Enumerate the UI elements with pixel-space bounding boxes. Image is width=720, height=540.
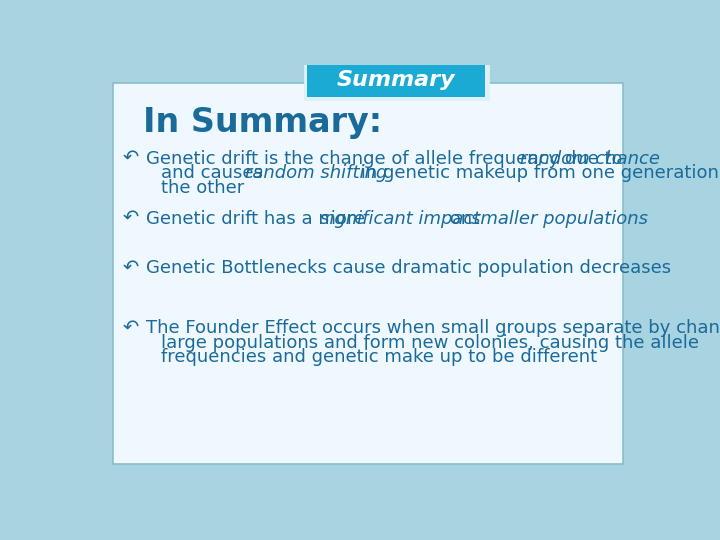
Text: In Summary:: In Summary: <box>143 106 382 139</box>
Text: significant impact: significant impact <box>320 210 480 227</box>
Text: and causes: and causes <box>161 164 269 182</box>
Text: in genetic makeup from one generation to: in genetic makeup from one generation to <box>355 164 720 182</box>
Text: ↶: ↶ <box>122 318 139 336</box>
Text: frequencies and genetic make up to be different: frequencies and genetic make up to be di… <box>161 348 598 366</box>
Text: Genetic drift has a more: Genetic drift has a more <box>145 210 371 227</box>
Text: ↶: ↶ <box>122 208 139 227</box>
Text: the other: the other <box>161 179 245 197</box>
FancyBboxPatch shape <box>305 61 487 99</box>
Text: on: on <box>444 210 478 227</box>
Text: The Founder Effect occurs when small groups separate by chance from: The Founder Effect occurs when small gro… <box>145 319 720 337</box>
Text: random chance: random chance <box>520 150 660 167</box>
Text: large populations and form new colonies, causing the allele: large populations and form new colonies,… <box>161 334 699 352</box>
Text: ↶: ↶ <box>122 257 139 276</box>
FancyBboxPatch shape <box>307 63 485 97</box>
Text: Genetic Bottlenecks cause dramatic population decreases: Genetic Bottlenecks cause dramatic popul… <box>145 259 671 277</box>
Text: random shifting: random shifting <box>245 164 387 182</box>
FancyBboxPatch shape <box>113 83 624 464</box>
Text: Genetic drift is the change of allele frequency due to: Genetic drift is the change of allele fr… <box>145 150 628 167</box>
Text: ↶: ↶ <box>122 148 139 167</box>
Text: Summary: Summary <box>337 70 456 90</box>
Text: smaller populations: smaller populations <box>471 210 647 227</box>
